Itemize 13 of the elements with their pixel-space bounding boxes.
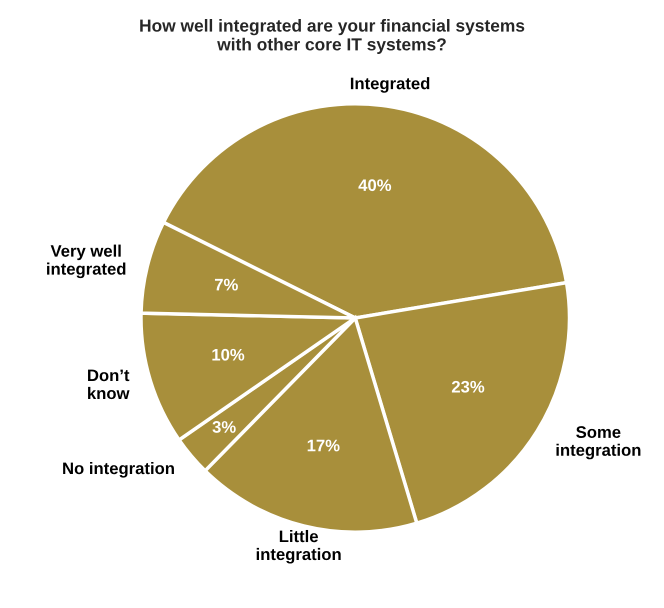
slice-label: No integration: [63, 462, 174, 478]
data-label: 7%: [214, 278, 238, 291]
data-label: 3%: [212, 421, 236, 433]
chart-title: How well integrated are your financial systems with other core IT systems?: [140, 19, 524, 54]
slice-label: Very well integrated: [47, 244, 126, 278]
data-label: 40%: [358, 179, 392, 192]
data-label: 10%: [212, 348, 244, 361]
slice-label: Don’t know: [88, 370, 130, 400]
slice-label: Little integration: [256, 530, 341, 564]
slice-label: Integrated: [350, 77, 430, 93]
slice-label: Some integration: [556, 426, 640, 460]
data-label: 17%: [308, 440, 340, 452]
data-label: 23%: [452, 380, 484, 393]
